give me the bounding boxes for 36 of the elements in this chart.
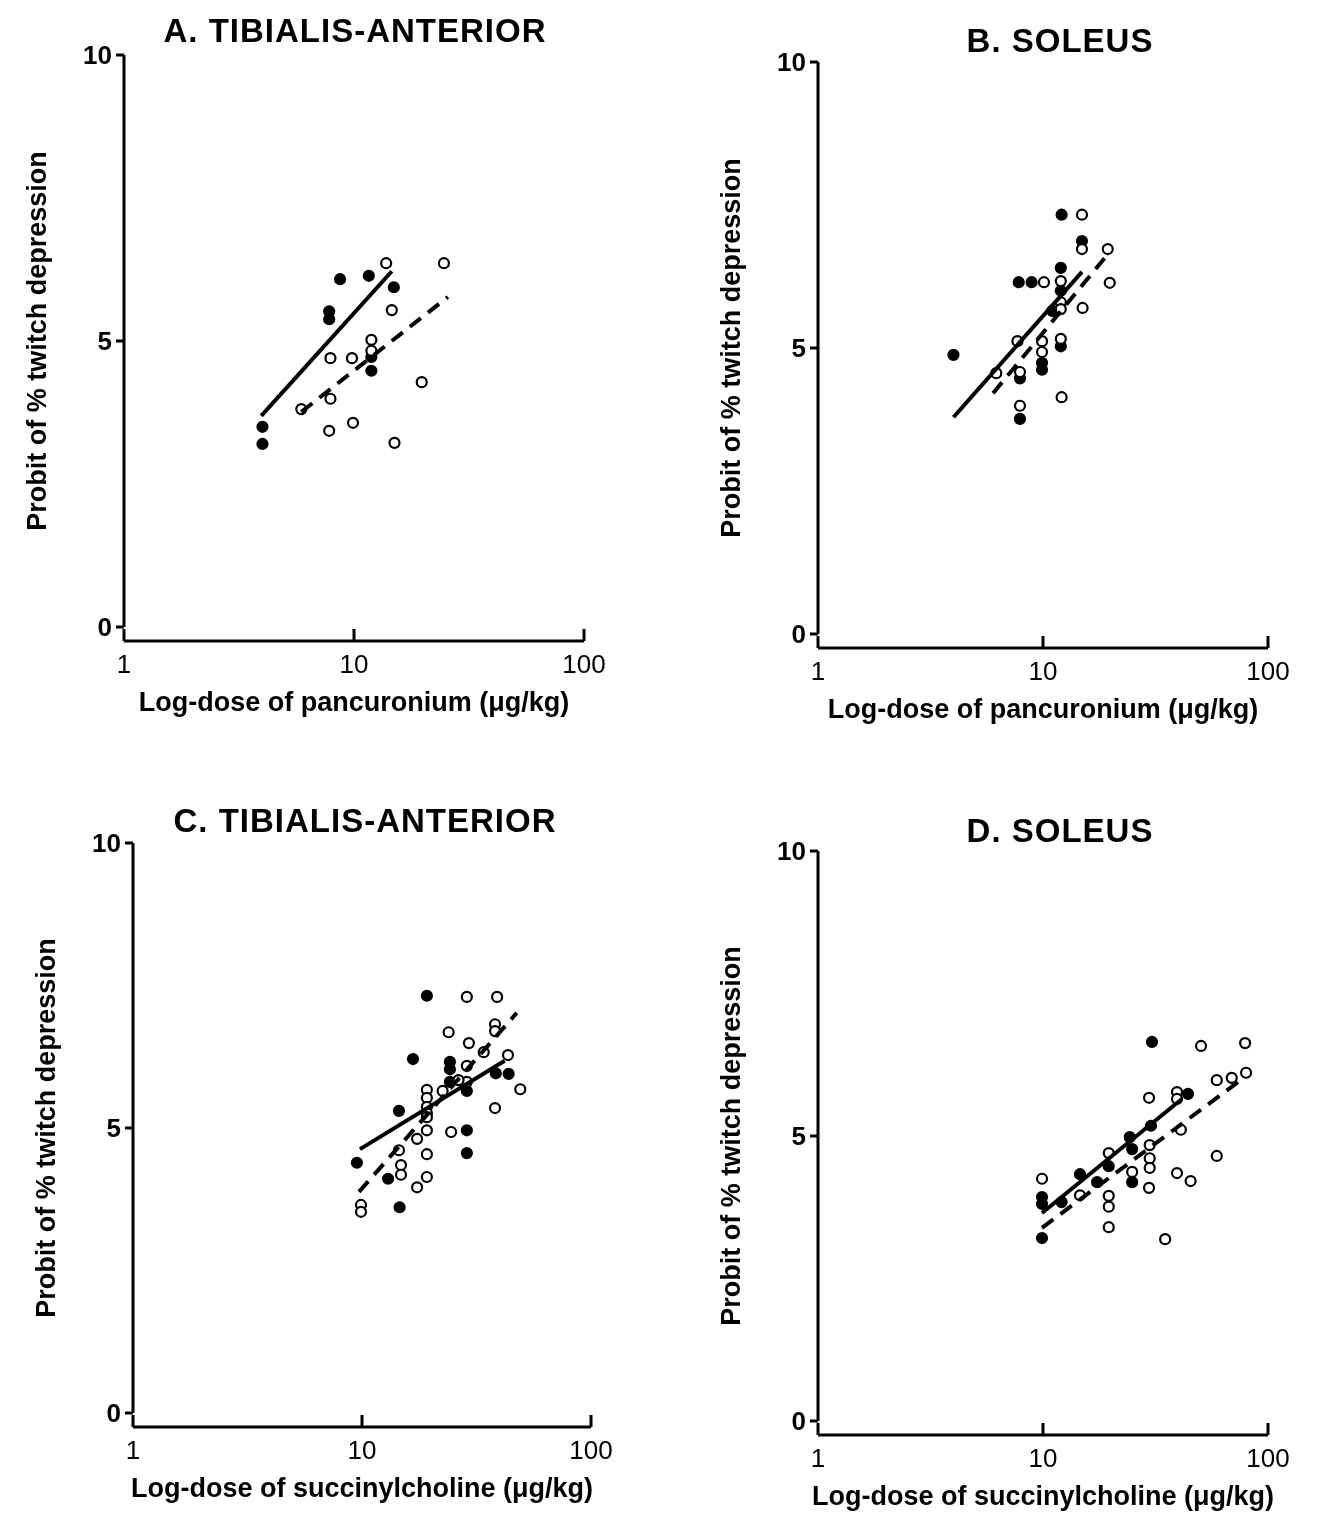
- y-tick-label: 0: [106, 1398, 121, 1429]
- x-tick-label: 1: [125, 1435, 141, 1465]
- y-axis-title: Probit of % twitch depression: [22, 151, 52, 531]
- x-tick-label: 100: [569, 1435, 613, 1465]
- y-axis-title: Probit of % twitch depression: [716, 158, 746, 538]
- y-tick-label: 5: [97, 326, 112, 357]
- x-tick-label: 100: [1246, 656, 1290, 686]
- x-axis-title: Log-dose of succinylcholine (μg/kg): [811, 1481, 1275, 1511]
- chart-title: B. SOLEUS: [966, 22, 1154, 59]
- x-tick-label: 10: [1028, 656, 1058, 686]
- y-tick-label: 0: [791, 619, 806, 650]
- x-tick-label: 10: [1028, 1443, 1058, 1473]
- chart-title: C. TIBIALIS-ANTERIOR: [173, 802, 557, 839]
- y-tick-label: 5: [791, 333, 806, 364]
- x-axis-title: Log-dose of pancuronium (μg/kg): [138, 687, 570, 717]
- x-tick-label: 1: [116, 649, 132, 679]
- y-tick-label: 10: [777, 47, 806, 78]
- y-tick-label: 0: [97, 612, 112, 643]
- x-axis-title: Log-dose of pancuronium (μg/kg): [827, 694, 1259, 724]
- y-tick-label: 5: [791, 1121, 806, 1152]
- y-tick-label: 10: [777, 836, 806, 867]
- y-axis-title: Probit of % twitch depression: [716, 946, 746, 1326]
- y-tick-label: 5: [106, 1113, 121, 1144]
- y-tick-label: 0: [791, 1406, 806, 1437]
- y-tick-label: 10: [83, 40, 112, 71]
- chart-title: D. SOLEUS: [966, 812, 1154, 849]
- chart-title: A. TIBIALIS-ANTERIOR: [163, 12, 547, 49]
- x-tick-label: 100: [1246, 1443, 1290, 1473]
- x-tick-label: 10: [339, 649, 369, 679]
- x-tick-label: 1: [810, 1443, 826, 1473]
- x-axis-title: Log-dose of succinylcholine (μg/kg): [130, 1473, 594, 1503]
- y-axis-title: Probit of % twitch depression: [31, 938, 61, 1318]
- x-tick-label: 1: [810, 656, 826, 686]
- y-tick-label: 10: [92, 828, 121, 859]
- x-tick-label: 100: [562, 649, 606, 679]
- x-tick-label: 10: [347, 1435, 377, 1465]
